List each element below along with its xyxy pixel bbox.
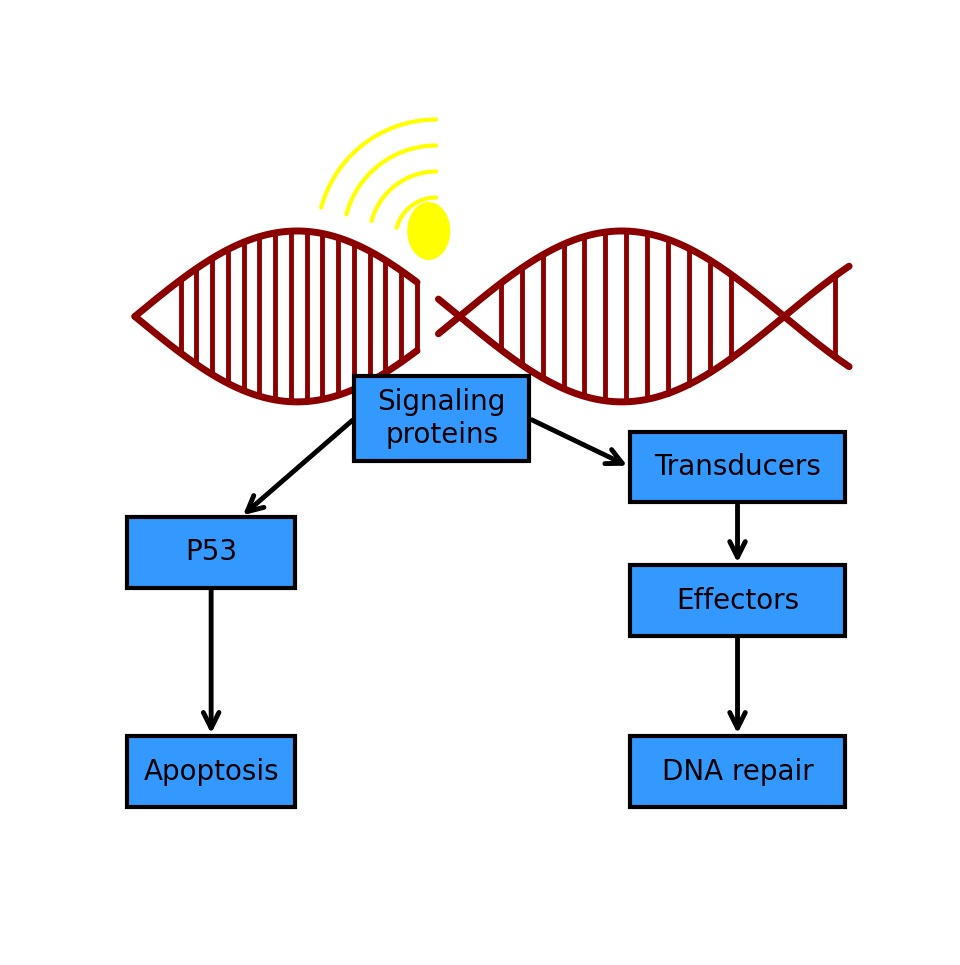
FancyBboxPatch shape	[128, 736, 295, 807]
FancyBboxPatch shape	[630, 736, 846, 807]
FancyBboxPatch shape	[630, 431, 846, 502]
FancyBboxPatch shape	[354, 375, 529, 461]
FancyBboxPatch shape	[128, 517, 295, 588]
Text: DNA repair: DNA repair	[661, 758, 813, 786]
FancyBboxPatch shape	[630, 565, 846, 636]
Text: Effectors: Effectors	[676, 587, 799, 615]
Text: P53: P53	[185, 538, 237, 566]
Text: Apoptosis: Apoptosis	[143, 758, 279, 786]
Text: Signaling
proteins: Signaling proteins	[377, 388, 506, 449]
Text: Transducers: Transducers	[654, 453, 821, 481]
Ellipse shape	[408, 203, 449, 260]
